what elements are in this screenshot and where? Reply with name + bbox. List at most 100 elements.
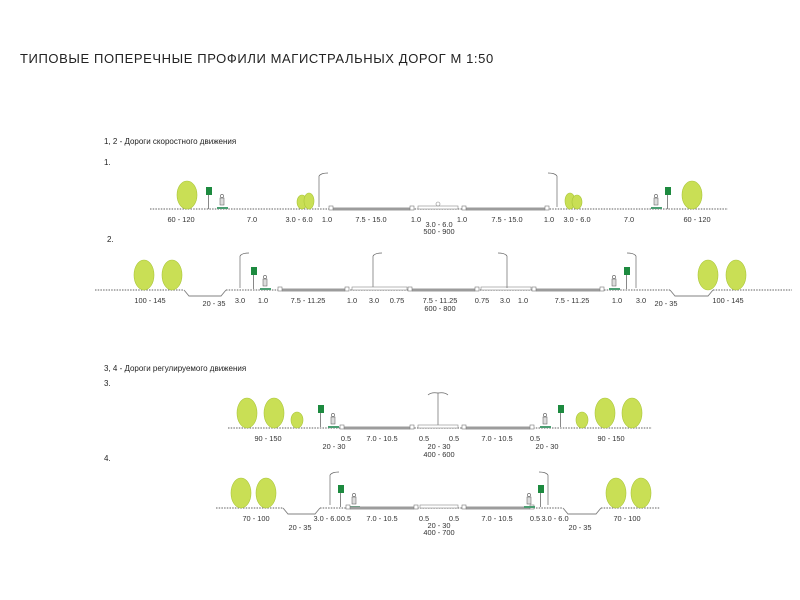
dimension-label: 1.0 — [258, 296, 268, 305]
dimension-label: 1.0 — [411, 215, 421, 224]
road-sign-icon — [665, 187, 671, 195]
dimension-label: 3.0 - 6.0 — [563, 215, 590, 224]
pedestrian-body — [526, 496, 532, 505]
carriageway — [536, 288, 600, 292]
profile-number-3: 3. — [104, 379, 111, 388]
curb — [529, 424, 535, 430]
dimension-label: 0.5 — [530, 434, 540, 443]
pedestrian-icon — [527, 493, 531, 497]
lamp-arm — [372, 252, 383, 257]
road-sign-icon — [338, 485, 344, 493]
carriageway — [466, 506, 530, 510]
dimension-label: 20 - 35 — [288, 523, 311, 532]
curb — [344, 286, 350, 292]
dimension-label: 3.0 — [500, 296, 510, 305]
tree-icon — [621, 397, 643, 429]
lamp-arm — [538, 471, 549, 476]
curb — [474, 286, 480, 292]
ditch — [562, 507, 602, 515]
dimension-label: 3.0 - 6.0 — [425, 220, 452, 229]
dimension-label: 0.5 — [449, 434, 459, 443]
dimension-label: 100 - 145 — [712, 296, 743, 305]
road-sign-icon — [538, 485, 544, 493]
pedestrian-icon — [352, 493, 356, 497]
ditch — [183, 289, 227, 297]
tree-icon — [605, 477, 627, 509]
median-marker — [435, 201, 441, 207]
pedestrian-icon — [612, 275, 616, 279]
dimension-label: 20 - 35 — [654, 299, 677, 308]
dimension-label: 60 - 120 — [167, 215, 194, 224]
dimension-label: 20 - 30 — [427, 442, 450, 451]
carriageway — [350, 506, 414, 510]
pedestrian-body — [262, 278, 268, 287]
dimension-label: 20 - 35 — [568, 523, 591, 532]
dimension-label: 3.0 — [636, 296, 646, 305]
profile-number-1: 1. — [104, 158, 111, 167]
lamp-arm — [626, 252, 637, 257]
curb — [599, 286, 605, 292]
lamp-arm — [239, 252, 250, 257]
dimension-label: 3.0 - 6.0 — [541, 514, 568, 523]
dimension-label: 20 - 30 — [427, 521, 450, 530]
lamp-arm — [427, 392, 449, 396]
tree-icon — [133, 259, 155, 291]
dimension-label: 90 - 150 — [597, 434, 624, 443]
pedestrian-icon — [220, 194, 224, 198]
dimension-label: 1.0 — [518, 296, 528, 305]
dimension-label: 90 - 150 — [254, 434, 281, 443]
dimension-label: 600 - 800 — [424, 304, 455, 313]
dimension-label: 0.5 — [419, 514, 429, 523]
section-title-regulated-roads: 3, 4 - Дороги регулируемого движения — [104, 364, 247, 373]
dimension-label: 20 - 35 — [202, 299, 225, 308]
tree-icon — [571, 194, 583, 210]
dimension-label: 20 - 30 — [322, 442, 345, 451]
pedestrian-icon — [543, 413, 547, 417]
lamp-arm — [497, 252, 508, 257]
pedestrian-body — [542, 416, 548, 425]
curb — [461, 205, 467, 211]
tree-icon — [263, 397, 285, 429]
tree-icon — [161, 259, 183, 291]
dimension-label: 400 - 600 — [423, 450, 454, 459]
dimension-label: 3.0 — [235, 296, 245, 305]
tree-icon — [255, 477, 277, 509]
tree-icon — [575, 411, 589, 429]
dimension-label: 7.0 - 10.5 — [481, 514, 512, 523]
dimension-label: 7.5 - 11.25 — [291, 296, 326, 305]
curb — [531, 286, 537, 292]
pedestrian-body — [351, 496, 357, 505]
dimension-label: 3.0 - 6.0 — [313, 514, 340, 523]
dimension-label: 7.0 - 10.5 — [481, 434, 512, 443]
dimension-label: 1.0 — [544, 215, 554, 224]
dimension-label: 70 - 100 — [613, 514, 640, 523]
curb — [277, 286, 283, 292]
cross-section-profile-1: 60 - 120 7.0 3.0 - 6.0 1.0 7.5 - 15.0 1.0 3.0 … — [150, 172, 728, 236]
curb — [345, 504, 351, 510]
dimension-label: 7.0 - 10.5 — [366, 434, 397, 443]
curb — [461, 504, 467, 510]
dimension-label: 20 - 30 — [535, 442, 558, 451]
dimension-label: 3.0 - 6.0 — [285, 215, 312, 224]
lamp-arm — [547, 172, 558, 177]
road-sign-icon — [318, 405, 324, 413]
pedestrian-body — [330, 416, 336, 425]
dimension-label: 7.5 - 11.25 — [555, 296, 590, 305]
dimension-label: 3.0 — [369, 296, 379, 305]
dimension-label: 1.0 — [347, 296, 357, 305]
curb — [461, 424, 467, 430]
section-title-expressways: 1, 2 - Дороги скоростного движения — [104, 137, 237, 146]
median — [480, 286, 532, 291]
dimension-label: 7.0 - 10.5 — [366, 514, 397, 523]
dimension-label: 0.5 — [341, 434, 351, 443]
tree-icon — [176, 180, 198, 210]
curb — [409, 424, 415, 430]
carriageway — [333, 207, 410, 211]
curb — [409, 205, 415, 211]
curb — [339, 424, 345, 430]
tree-icon — [594, 397, 616, 429]
dimension-label: 0.5 — [530, 514, 540, 523]
dimension-label: 1.0 — [322, 215, 332, 224]
tree-icon — [697, 259, 719, 291]
